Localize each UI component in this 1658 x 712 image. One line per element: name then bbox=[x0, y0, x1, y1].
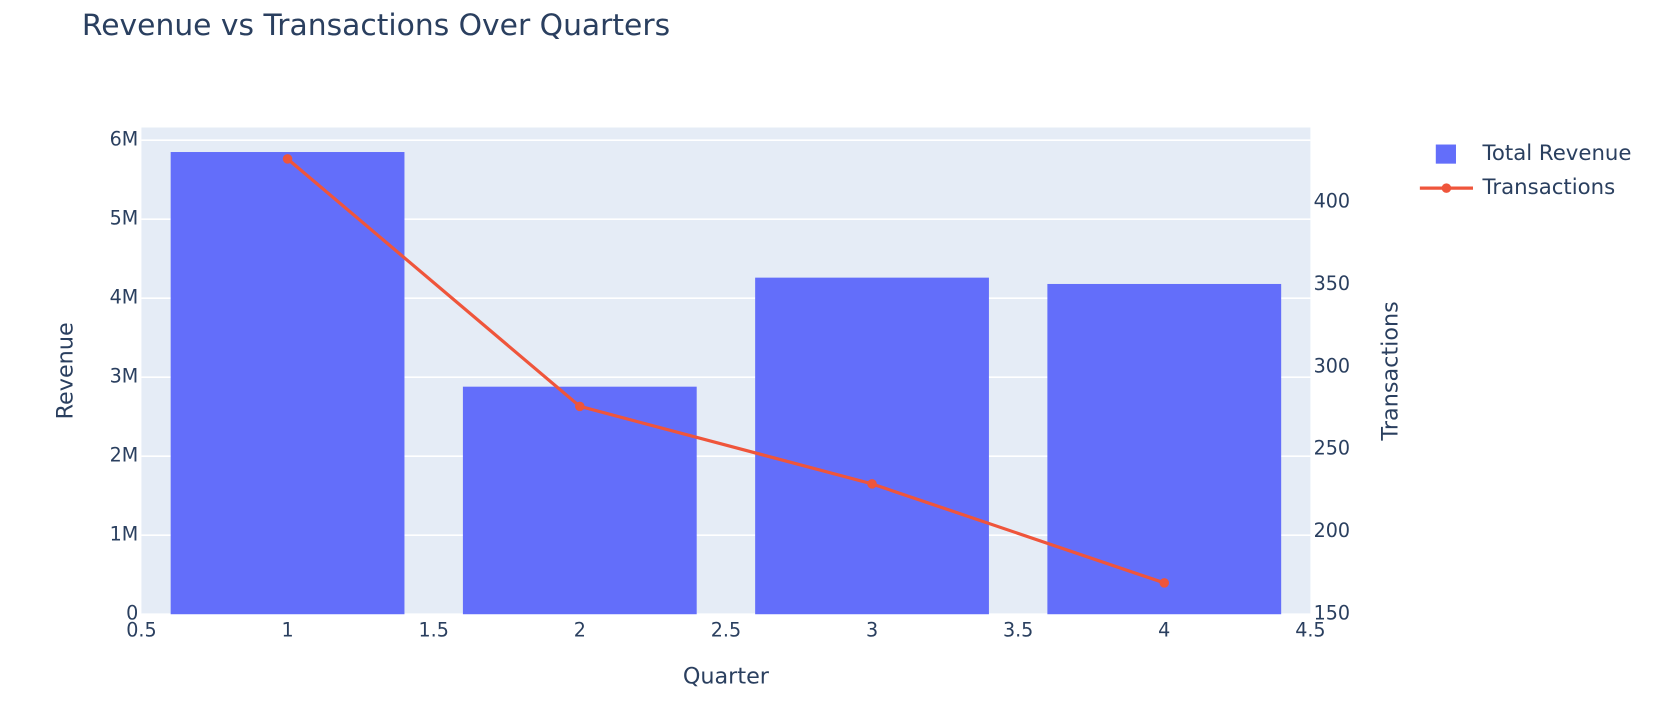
bar bbox=[1047, 283, 1282, 615]
y2-tick-label: 150 bbox=[1314, 602, 1350, 625]
line-marker bbox=[867, 479, 877, 489]
legend-label: Total Revenue bbox=[1482, 141, 1632, 166]
x-tick-label: 4 bbox=[1158, 619, 1170, 642]
legend-label: Transactions bbox=[1482, 175, 1616, 200]
y2-tick-label: 300 bbox=[1314, 354, 1350, 377]
line-marker bbox=[1159, 578, 1170, 588]
x-tick-label: 4.5 bbox=[1295, 619, 1325, 642]
x-tick-label: 0.5 bbox=[126, 619, 156, 642]
x-tick-label: 2 bbox=[574, 619, 586, 642]
x-tick-label: 3 bbox=[866, 619, 878, 642]
bar bbox=[170, 152, 405, 615]
legend-swatch bbox=[1441, 183, 1452, 193]
x-axis-title: Quarter bbox=[683, 663, 770, 689]
line bbox=[286, 157, 1165, 585]
y2-tick-label: 250 bbox=[1314, 437, 1350, 460]
x-tick-label: 3.5 bbox=[1003, 619, 1033, 642]
y-axis-title: Revenue bbox=[52, 322, 78, 419]
x-tick-label: 1.5 bbox=[418, 619, 448, 642]
y2-tick-label: 350 bbox=[1314, 272, 1350, 295]
y-tick-label: 1M bbox=[110, 523, 139, 546]
line-marker bbox=[575, 401, 585, 412]
bar bbox=[462, 386, 697, 615]
y-tick-label: 6M bbox=[110, 128, 139, 151]
y2-tick-label: 200 bbox=[1314, 519, 1350, 542]
y-tick-label: 2M bbox=[110, 444, 139, 467]
y-tick-label: 0 bbox=[126, 602, 138, 625]
x-tick-label: 2.5 bbox=[711, 619, 741, 642]
y-tick-label: 3M bbox=[110, 365, 139, 388]
y-tick-label: 4M bbox=[110, 286, 139, 309]
x-tick-label: 1 bbox=[281, 619, 293, 642]
chart-title: Revenue vs Transactions Over Quarters bbox=[82, 8, 670, 43]
line-marker bbox=[282, 154, 293, 164]
legend-swatch bbox=[1435, 144, 1456, 164]
y2-axis-title: Transactions bbox=[1378, 301, 1404, 441]
bar bbox=[755, 277, 989, 615]
y-tick-label: 5M bbox=[110, 207, 139, 230]
y2-tick-label: 400 bbox=[1314, 189, 1350, 212]
